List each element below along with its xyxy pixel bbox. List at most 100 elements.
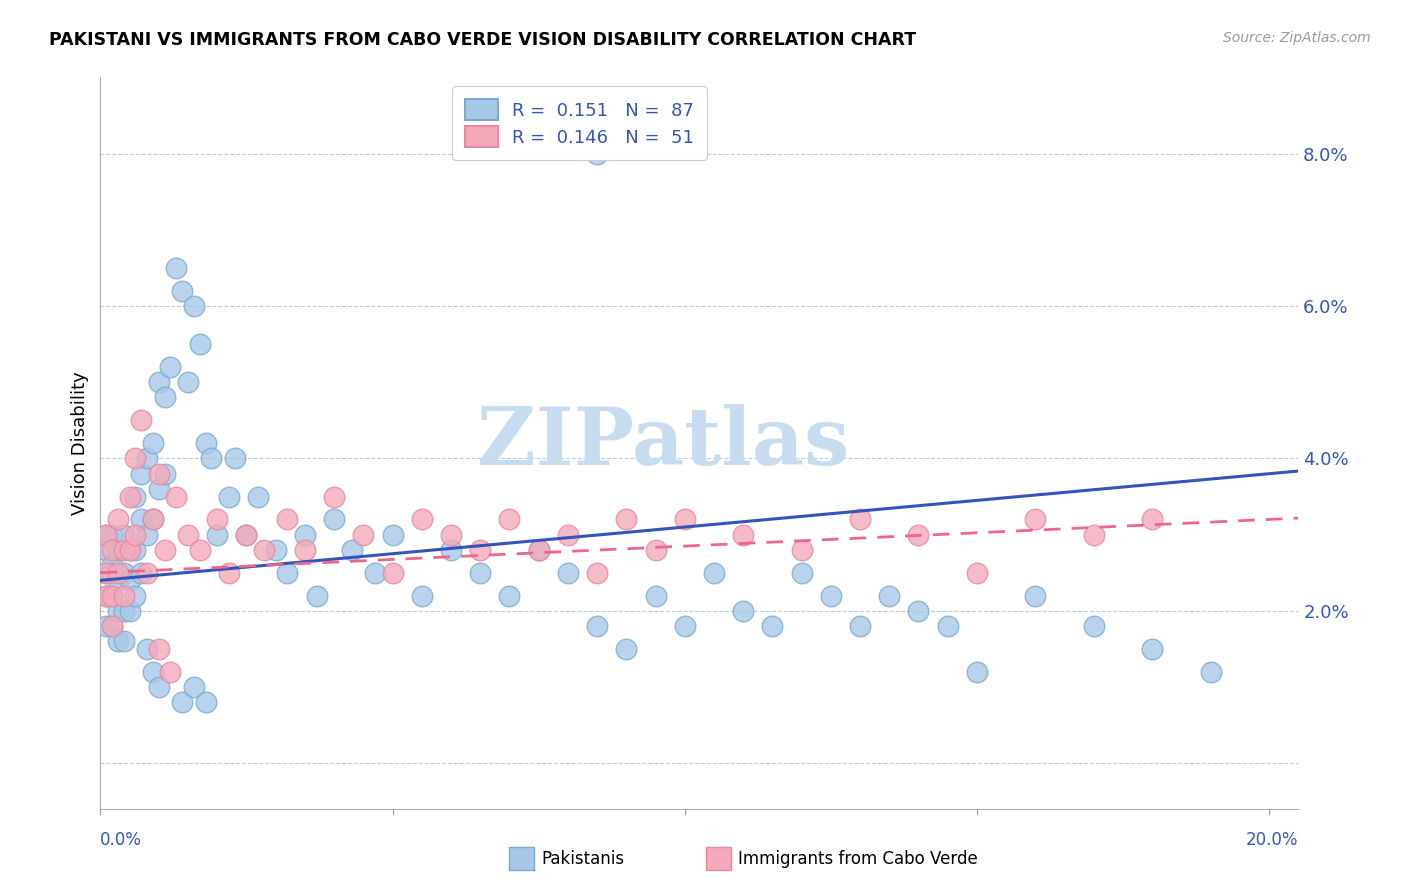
Point — [177, 527, 200, 541]
Point — [586, 619, 609, 633]
Text: Immigrants from Cabo Verde: Immigrants from Cabo Verde — [738, 850, 979, 868]
Point — [101, 589, 124, 603]
Point — [101, 527, 124, 541]
Point — [264, 542, 287, 557]
Point — [586, 146, 609, 161]
Point — [112, 589, 135, 603]
Point — [294, 527, 316, 541]
Point — [194, 695, 217, 709]
Point — [188, 337, 211, 351]
Point — [644, 589, 666, 603]
Point — [148, 467, 170, 481]
Point — [849, 512, 872, 526]
Point — [440, 527, 463, 541]
Point — [96, 589, 118, 603]
Point — [153, 467, 176, 481]
Point — [129, 413, 152, 427]
Point — [498, 589, 520, 603]
Point — [673, 512, 696, 526]
Point — [790, 566, 813, 580]
Point — [177, 376, 200, 390]
Point — [498, 512, 520, 526]
Point — [733, 527, 755, 541]
Point — [188, 542, 211, 557]
Point — [107, 566, 129, 580]
Point — [107, 634, 129, 648]
Point — [586, 566, 609, 580]
Point — [142, 512, 165, 526]
Point — [101, 566, 124, 580]
Point — [340, 542, 363, 557]
Point — [614, 512, 637, 526]
Point — [148, 482, 170, 496]
Point — [323, 512, 346, 526]
Point — [101, 558, 124, 573]
Point — [1199, 665, 1222, 679]
Point — [247, 490, 270, 504]
Point — [112, 542, 135, 557]
Text: ZIPatlas: ZIPatlas — [477, 404, 849, 483]
Point — [172, 695, 194, 709]
Point — [224, 451, 246, 466]
Point — [440, 542, 463, 557]
Point — [1142, 512, 1164, 526]
Point — [129, 566, 152, 580]
Point — [96, 542, 118, 557]
Point — [527, 542, 550, 557]
Point — [136, 642, 159, 657]
Point — [183, 680, 205, 694]
Point — [153, 542, 176, 557]
Point — [936, 619, 959, 633]
Point — [101, 542, 124, 557]
Point — [96, 566, 118, 580]
Text: Source: ZipAtlas.com: Source: ZipAtlas.com — [1223, 31, 1371, 45]
Point — [1142, 642, 1164, 657]
Point — [673, 619, 696, 633]
Point — [966, 665, 988, 679]
Point — [124, 451, 146, 466]
Point — [142, 512, 165, 526]
Point — [276, 512, 298, 526]
Point — [142, 436, 165, 450]
Point — [96, 566, 118, 580]
Point — [96, 527, 118, 541]
Point — [165, 490, 187, 504]
Point — [96, 619, 118, 633]
Point — [101, 589, 124, 603]
Point — [153, 391, 176, 405]
Legend: R =  0.151   N =  87, R =  0.146   N =  51: R = 0.151 N = 87, R = 0.146 N = 51 — [453, 87, 707, 160]
Point — [470, 542, 492, 557]
Point — [305, 589, 328, 603]
Point — [101, 619, 124, 633]
Point — [790, 542, 813, 557]
Point — [148, 642, 170, 657]
Point — [207, 512, 229, 526]
Point — [218, 490, 240, 504]
Point — [527, 542, 550, 557]
Point — [733, 604, 755, 618]
Point — [411, 512, 433, 526]
Point — [129, 467, 152, 481]
Point — [352, 527, 374, 541]
Point — [323, 490, 346, 504]
Point — [112, 527, 135, 541]
Point — [907, 527, 929, 541]
Point — [148, 376, 170, 390]
Point — [107, 512, 129, 526]
Y-axis label: Vision Disability: Vision Disability — [72, 371, 89, 515]
Point — [218, 566, 240, 580]
Point — [1083, 619, 1105, 633]
Point — [96, 527, 118, 541]
Point — [124, 589, 146, 603]
Point — [107, 542, 129, 557]
Point — [124, 542, 146, 557]
Point — [200, 451, 222, 466]
Point — [118, 604, 141, 618]
Point — [124, 527, 146, 541]
Point — [142, 665, 165, 679]
Point — [644, 542, 666, 557]
Point — [101, 619, 124, 633]
Point — [276, 566, 298, 580]
Point — [235, 527, 257, 541]
Point — [614, 642, 637, 657]
